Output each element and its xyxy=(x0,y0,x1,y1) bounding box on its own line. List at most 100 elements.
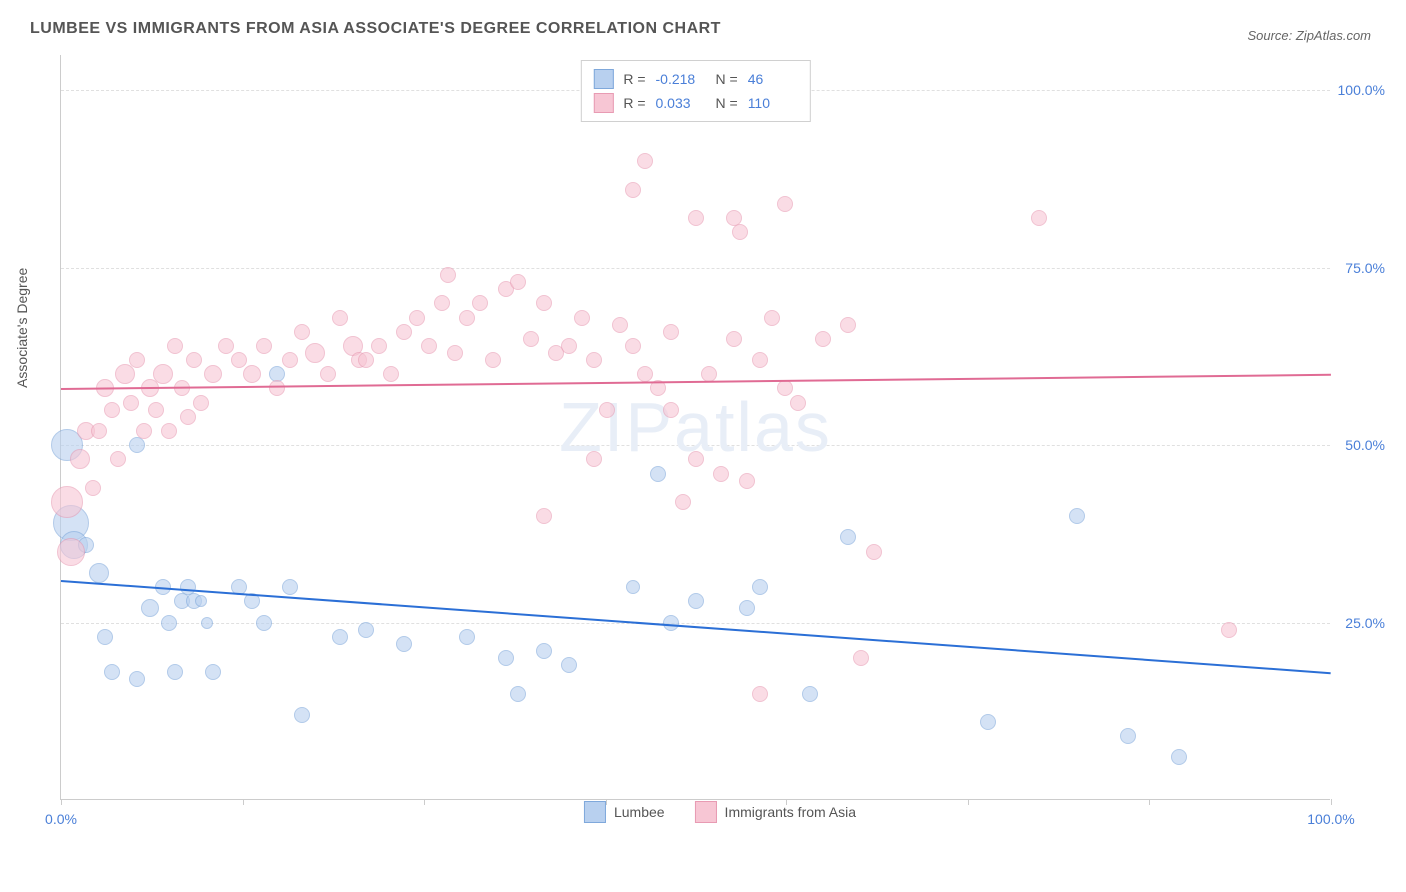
data-point xyxy=(115,364,135,384)
data-point xyxy=(625,338,641,354)
data-point xyxy=(626,580,640,594)
data-point xyxy=(153,364,173,384)
data-point xyxy=(663,615,679,631)
data-point xyxy=(129,671,145,687)
data-point xyxy=(536,643,552,659)
data-point xyxy=(104,402,120,418)
legend-item: Lumbee xyxy=(584,801,665,823)
data-point xyxy=(688,593,704,609)
data-point xyxy=(777,196,793,212)
data-point xyxy=(472,295,488,311)
data-point xyxy=(256,338,272,354)
data-point xyxy=(195,595,207,607)
data-point xyxy=(586,451,602,467)
y-tick-label: 100.0% xyxy=(1338,82,1385,98)
data-point xyxy=(574,310,590,326)
data-point xyxy=(586,352,602,368)
stats-r-label: R = xyxy=(623,95,645,111)
x-tick-mark xyxy=(61,799,62,805)
data-point xyxy=(89,563,109,583)
data-point xyxy=(625,182,641,198)
data-point xyxy=(510,274,526,290)
data-point xyxy=(485,352,501,368)
data-point xyxy=(536,295,552,311)
data-point xyxy=(732,224,748,240)
data-point xyxy=(193,395,209,411)
data-point xyxy=(320,366,336,382)
stats-row: R =-0.218N =46 xyxy=(593,67,797,91)
stats-n-label: N = xyxy=(716,71,738,87)
stats-n-value: 46 xyxy=(748,71,798,87)
data-point xyxy=(752,352,768,368)
data-point xyxy=(713,466,729,482)
data-point xyxy=(752,686,768,702)
data-point xyxy=(980,714,996,730)
data-point xyxy=(1171,749,1187,765)
stats-row: R =0.033N =110 xyxy=(593,91,797,115)
grid-line xyxy=(61,623,1330,624)
stats-legend-box: R =-0.218N =46R =0.033N =110 xyxy=(580,60,810,122)
data-point xyxy=(440,267,456,283)
x-tick-mark xyxy=(1331,799,1332,805)
x-tick-label: 100.0% xyxy=(1307,811,1354,827)
data-point xyxy=(282,352,298,368)
legend-swatch xyxy=(695,801,717,823)
data-point xyxy=(853,650,869,666)
data-point xyxy=(1120,728,1136,744)
data-point xyxy=(85,480,101,496)
legend-label: Immigrants from Asia xyxy=(725,804,856,820)
data-point xyxy=(637,153,653,169)
data-point xyxy=(739,600,755,616)
data-point xyxy=(421,338,437,354)
data-point xyxy=(523,331,539,347)
data-point xyxy=(726,331,742,347)
data-point xyxy=(840,529,856,545)
stats-swatch xyxy=(593,93,613,113)
data-point xyxy=(243,365,261,383)
source-attribution: Source: ZipAtlas.com xyxy=(1247,28,1371,43)
chart-container: LUMBEE VS IMMIGRANTS FROM ASIA ASSOCIATE… xyxy=(0,0,1406,892)
data-point xyxy=(447,345,463,361)
legend-item: Immigrants from Asia xyxy=(695,801,856,823)
data-point xyxy=(332,310,348,326)
data-point xyxy=(57,538,85,566)
data-point xyxy=(650,466,666,482)
data-point xyxy=(561,657,577,673)
stats-n-label: N = xyxy=(716,95,738,111)
data-point xyxy=(663,402,679,418)
data-point xyxy=(637,366,653,382)
data-point xyxy=(675,494,691,510)
data-point xyxy=(282,579,298,595)
data-point xyxy=(305,343,325,363)
data-point xyxy=(51,486,83,518)
x-tick-mark xyxy=(968,799,969,805)
stats-r-value: 0.033 xyxy=(656,95,706,111)
data-point xyxy=(161,615,177,631)
data-point xyxy=(148,402,164,418)
data-point xyxy=(180,409,196,425)
data-point xyxy=(70,449,90,469)
data-point xyxy=(91,423,107,439)
legend-swatch xyxy=(584,801,606,823)
data-point xyxy=(498,650,514,666)
data-point xyxy=(396,636,412,652)
data-point xyxy=(396,324,412,340)
grid-line xyxy=(61,445,1330,446)
data-point xyxy=(688,451,704,467)
data-point xyxy=(790,395,806,411)
data-point xyxy=(123,395,139,411)
data-point xyxy=(840,317,856,333)
plot-area: ZIPatlas R =-0.218N =46R =0.033N =110 25… xyxy=(60,55,1330,800)
chart-title: LUMBEE VS IMMIGRANTS FROM ASIA ASSOCIATE… xyxy=(30,20,1376,38)
data-point xyxy=(256,615,272,631)
data-point xyxy=(129,437,145,453)
x-tick-mark xyxy=(243,799,244,805)
y-tick-label: 75.0% xyxy=(1345,260,1385,276)
data-point xyxy=(371,338,387,354)
data-point xyxy=(136,423,152,439)
data-point xyxy=(802,686,818,702)
grid-line xyxy=(61,268,1330,269)
data-point xyxy=(167,338,183,354)
x-tick-label: 0.0% xyxy=(45,811,77,827)
data-point xyxy=(688,210,704,226)
